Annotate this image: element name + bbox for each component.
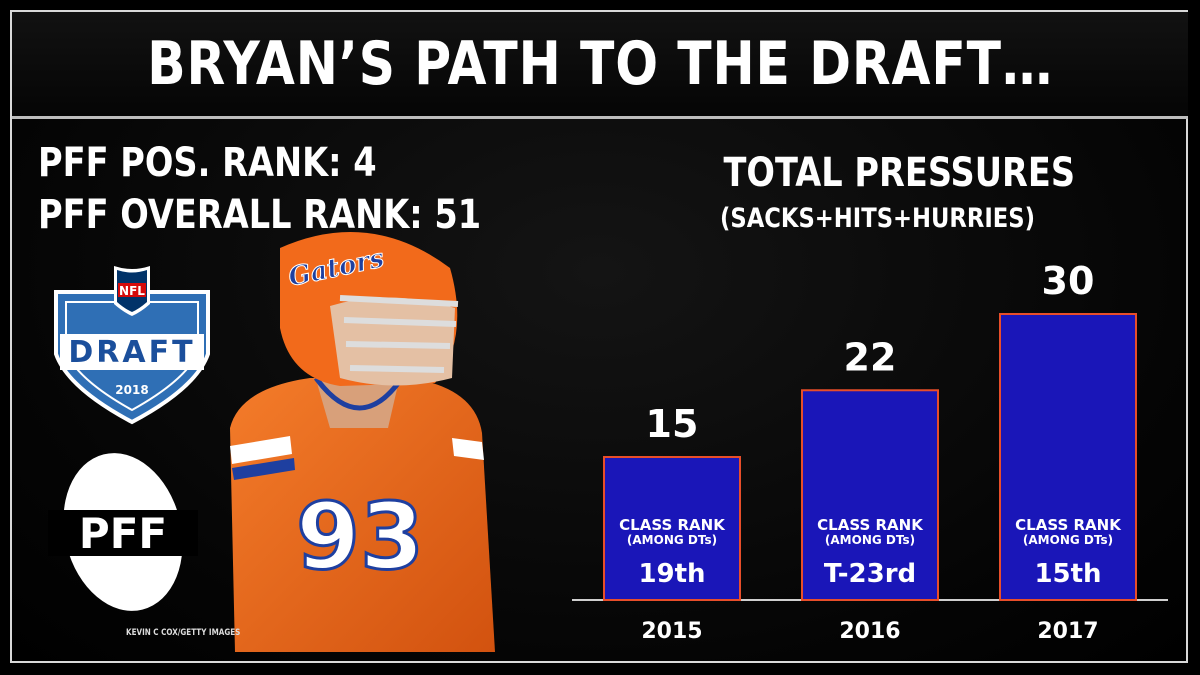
bar-2016 — [801, 389, 939, 601]
nfl-shield-text: NFL — [119, 284, 145, 298]
bar-value-label-2015: 15 — [646, 402, 699, 446]
class-rank-value-2015: 19th — [638, 559, 705, 589]
class-rank-sublabel: (AMONG DTs) — [627, 533, 717, 547]
x-tick-2015: 2015 — [641, 619, 702, 644]
overall-rank: PFF OVERALL RANK: 51 — [38, 192, 482, 238]
draft-year: 2018 — [115, 383, 148, 397]
bar-2015 — [603, 456, 741, 601]
class-rank-value-2016: T-23rd — [824, 559, 916, 589]
position-rank: PFF POS. RANK: 4 — [38, 140, 377, 186]
photo-credit: KEVIN C COX/GETTY IMAGES — [126, 628, 241, 638]
x-tick-2016: 2016 — [839, 619, 900, 644]
class-rank-sublabel: (AMONG DTs) — [1023, 533, 1113, 547]
class-rank-label: CLASS RANK — [1015, 516, 1122, 534]
jersey-number: 93 — [296, 483, 424, 590]
page-title: BRYAN’S PATH TO THE DRAFT… — [147, 29, 1053, 99]
chart-title: TOTAL PRESSURES — [723, 150, 1076, 196]
bar-value-label-2017: 30 — [1042, 259, 1095, 303]
title-bar: BRYAN’S PATH TO THE DRAFT… — [12, 12, 1188, 119]
class-rank-label: CLASS RANK — [817, 516, 924, 534]
bar-value-label-2016: 22 — [844, 335, 897, 379]
class-rank-value-2017: 15th — [1034, 559, 1101, 589]
draft-word: DRAFT — [68, 335, 195, 370]
x-tick-2017: 2017 — [1037, 619, 1098, 644]
bar-2017 — [999, 313, 1137, 601]
chart-subtitle: (SACKS+HITS+HURRIES) — [720, 203, 1035, 234]
player-photo: 93 Gators — [230, 232, 495, 652]
pff-logo-text: PFF — [79, 509, 167, 558]
pff-logo: PFF — [48, 453, 198, 611]
class-rank-label: CLASS RANK — [619, 516, 726, 534]
class-rank-sublabel: (AMONG DTs) — [825, 533, 915, 547]
nfl-draft-logo: NFL DRAFT 2018 — [54, 266, 210, 425]
